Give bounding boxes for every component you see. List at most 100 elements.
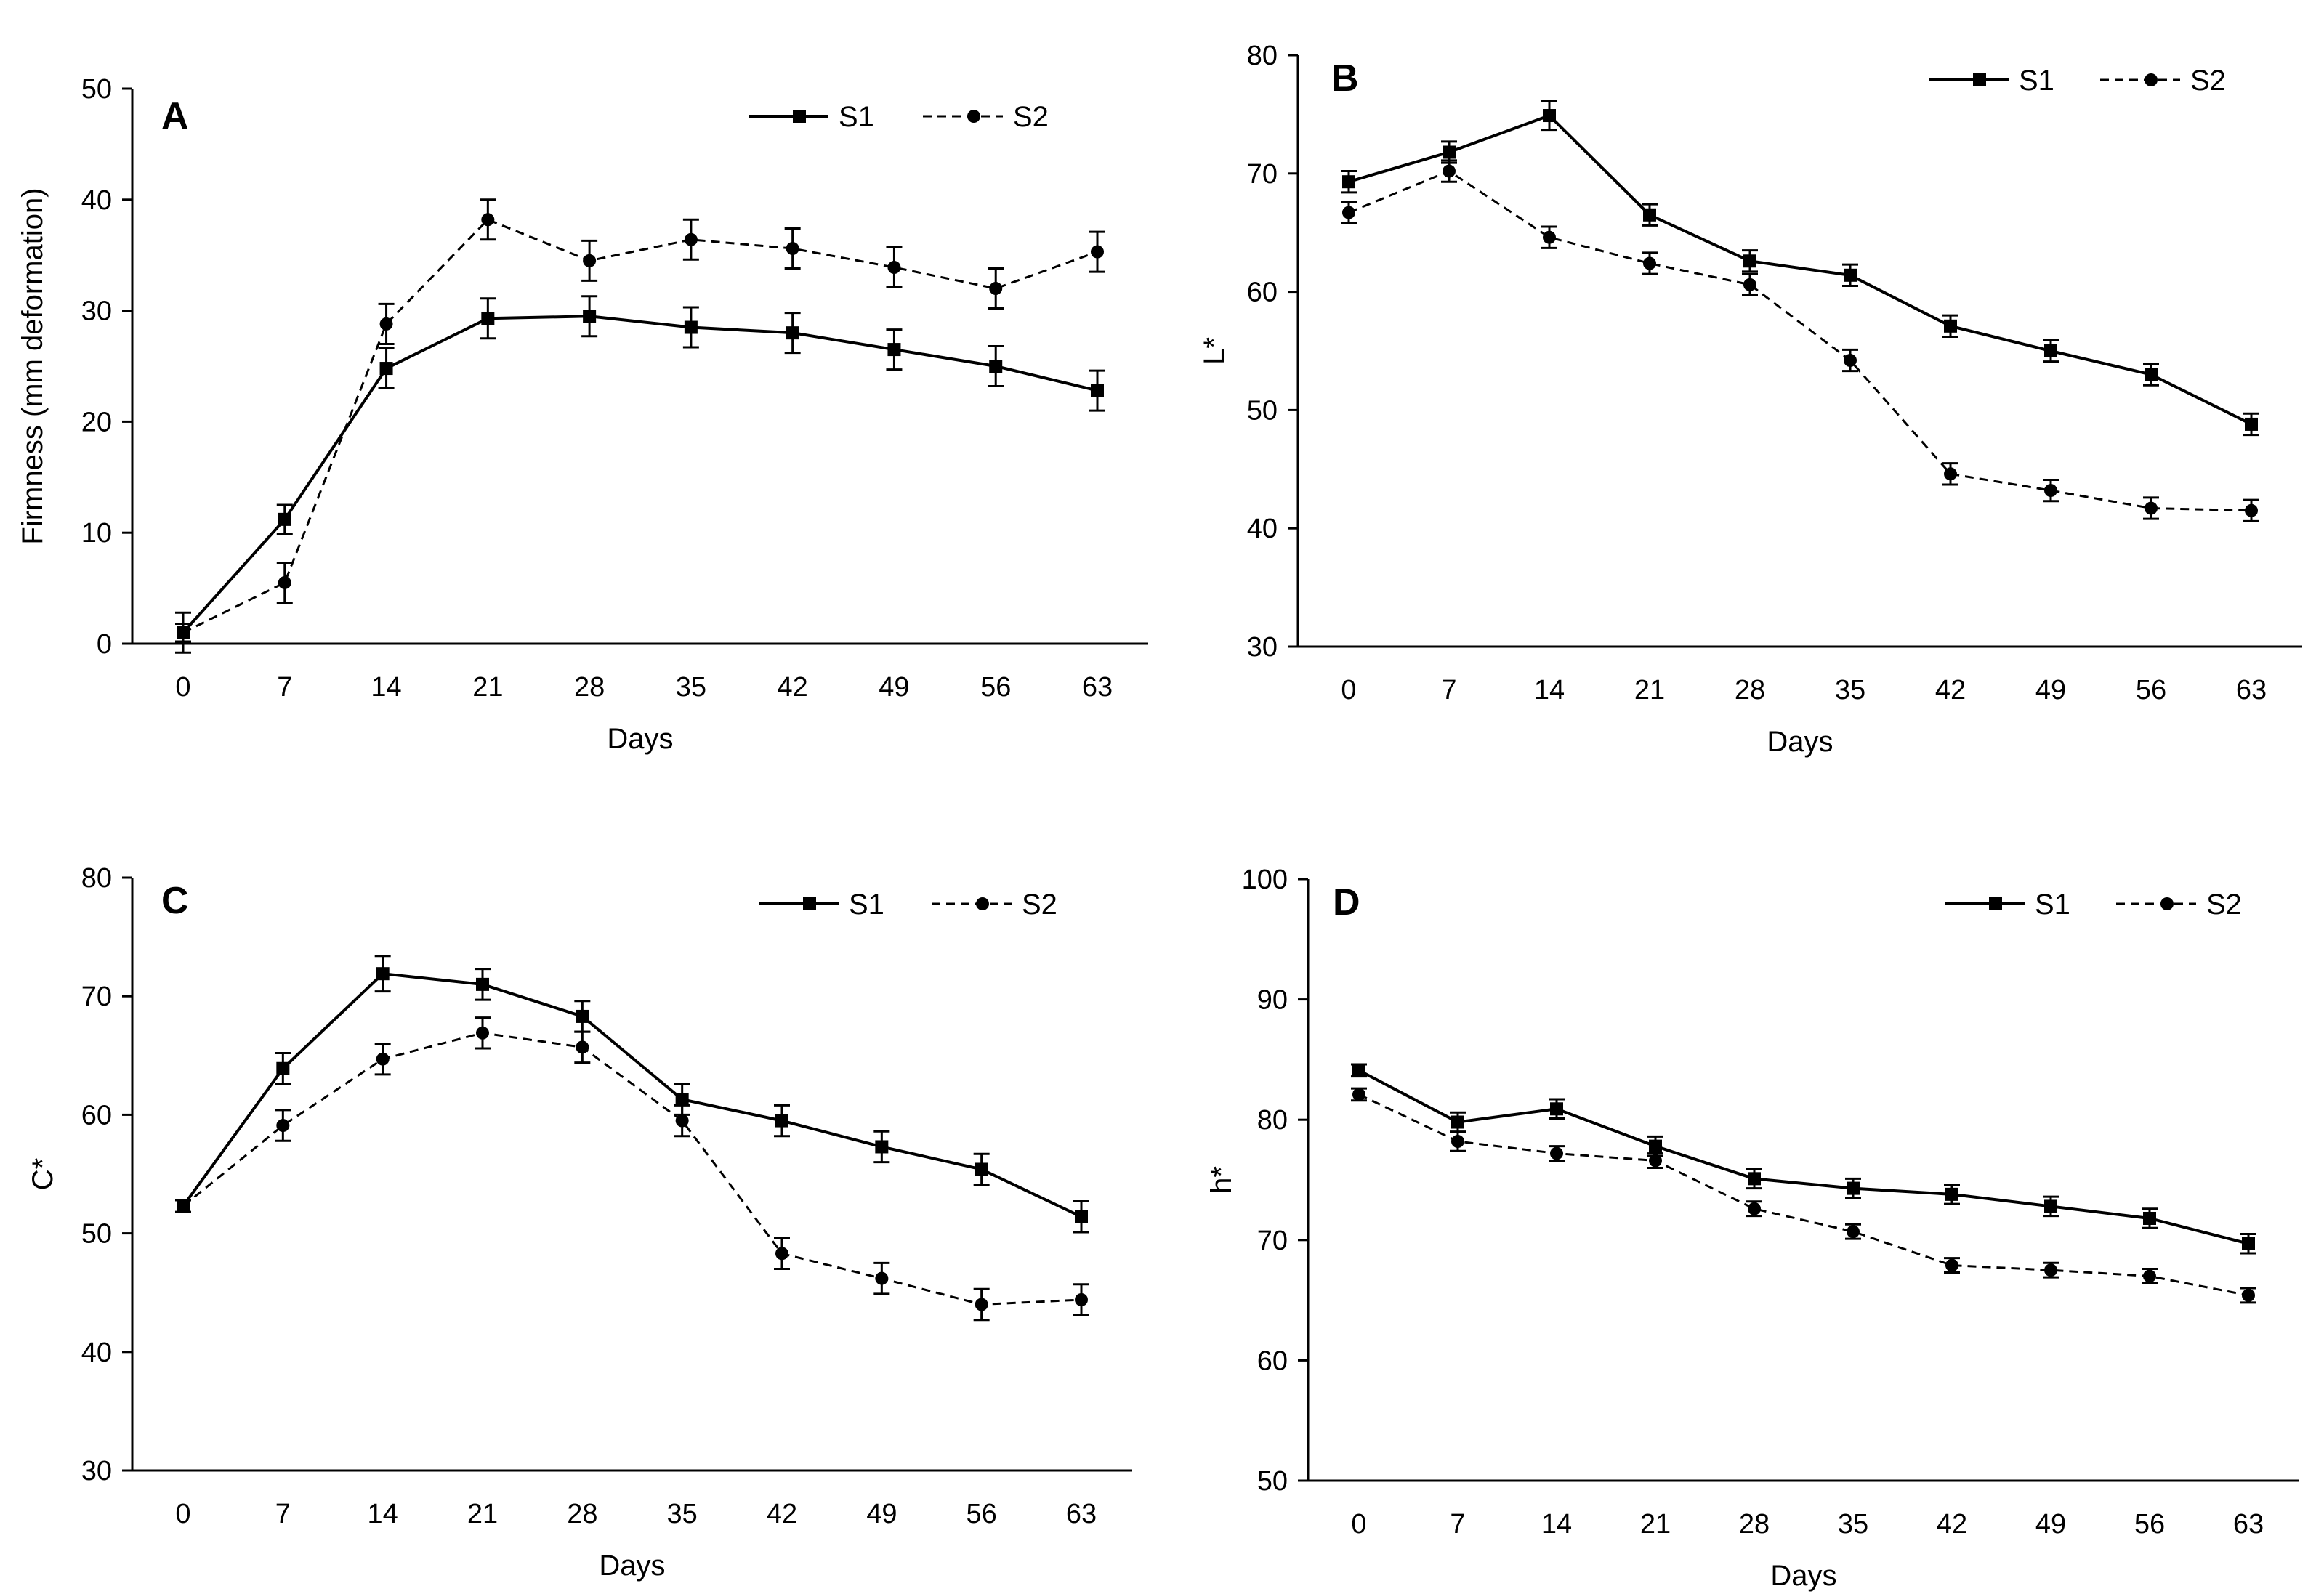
legend-marker-s2	[2160, 897, 2174, 910]
x-tick-label: 0	[1341, 675, 1356, 705]
data-point	[1847, 1225, 1860, 1239]
data-point	[1649, 1154, 1662, 1168]
x-tick-label: 49	[866, 1499, 897, 1529]
data-point	[576, 1009, 589, 1023]
data-point	[2242, 1288, 2255, 1302]
data-point	[1743, 278, 1756, 291]
data-point	[376, 1052, 390, 1066]
panel-d: 50 60 70 80 90 100 0 7 14 21 28 35 42 49 56 63 Days h* D S1…	[1206, 865, 2299, 1592]
data-point	[1443, 164, 1456, 178]
legend-marker-s2	[976, 897, 989, 910]
data-point	[887, 343, 901, 357]
y-tick-label: 80	[1257, 1105, 1288, 1136]
data-point	[1352, 1064, 1365, 1077]
data-point	[2145, 501, 2158, 515]
data-point	[1451, 1135, 1464, 1149]
y-tick-label: 80	[1247, 41, 1278, 71]
y-tick-label: 70	[1247, 159, 1278, 190]
data-point	[2044, 344, 2057, 357]
data-point	[177, 626, 190, 639]
data-point	[2242, 1237, 2255, 1250]
y-tick-label: 90	[1257, 985, 1288, 1016]
data-point	[1844, 354, 1857, 368]
legend-marker-s1	[793, 110, 806, 123]
x-axis-title: Days	[1767, 726, 1833, 758]
y-tick-label: 60	[81, 1100, 112, 1130]
panel-letter: B	[1331, 57, 1359, 100]
panel-letter: D	[1333, 881, 1360, 923]
y-axis-title: C*	[27, 1158, 59, 1190]
y-tick-label: 50	[1247, 395, 1278, 426]
data-point	[2245, 503, 2258, 517]
data-point	[684, 232, 698, 246]
series-line-s2	[1348, 169, 2252, 512]
data-point	[576, 1040, 589, 1054]
series-line-s2	[1358, 1093, 2249, 1297]
y-tick-label: 30	[81, 1456, 112, 1486]
x-tick-label: 63	[2233, 1509, 2264, 1540]
x-tick-label: 14	[1534, 675, 1565, 705]
data-point	[786, 326, 799, 340]
x-tick-label: 42	[778, 672, 808, 703]
y-axis-title: L*	[1198, 337, 1230, 365]
data-point	[975, 1298, 988, 1311]
data-point	[875, 1271, 889, 1285]
series-line-s2	[182, 1032, 1082, 1306]
legend-marker-s2	[967, 110, 980, 123]
legend-marker-s1	[1989, 897, 2002, 910]
series-line-s1	[1348, 113, 2252, 426]
x-tick-label: 63	[2236, 675, 2267, 705]
x-tick-label: 49	[2035, 675, 2066, 705]
x-tick-label: 14	[1541, 1509, 1572, 1540]
data-point	[775, 1247, 788, 1261]
legend-label-s2: S2	[2190, 65, 2226, 97]
x-tick-label: 35	[1838, 1509, 1868, 1540]
data-point	[1748, 1202, 1761, 1215]
legend-marker-s1	[1973, 73, 1986, 86]
y-tick-label: 0	[97, 629, 112, 660]
data-point	[1945, 1258, 1958, 1272]
data-point	[2044, 484, 2057, 498]
x-tick-label: 28	[567, 1499, 597, 1529]
panel-letter: C	[161, 880, 189, 922]
data-point	[1451, 1115, 1464, 1129]
data-point	[2143, 1269, 2156, 1283]
y-tick-label: 60	[1257, 1346, 1288, 1376]
series-s1	[175, 955, 1089, 1234]
data-point	[1342, 175, 1355, 189]
series-s1	[1351, 1063, 2256, 1255]
x-tick-label: 28	[1735, 675, 1765, 705]
y-tick-label: 70	[1257, 1226, 1288, 1256]
x-tick-label: 28	[574, 672, 605, 703]
series-s2	[1341, 159, 2259, 522]
series-line-s1	[182, 972, 1082, 1218]
legend-marker-s2	[2145, 73, 2158, 86]
x-tick-label: 49	[879, 672, 909, 703]
x-tick-label: 63	[1082, 672, 1113, 703]
series-s1	[1341, 100, 2259, 437]
data-point	[1643, 208, 1656, 222]
x-tick-label: 14	[371, 672, 401, 703]
x-tick-label: 0	[175, 672, 190, 703]
data-point	[1649, 1139, 1662, 1153]
legend-label-s1: S1	[839, 101, 874, 133]
legend-label-s2: S2	[1022, 889, 1057, 921]
data-point	[481, 312, 495, 325]
data-point	[989, 282, 1003, 296]
data-point	[1091, 384, 1104, 397]
y-tick-label: 80	[81, 863, 112, 894]
data-point	[1944, 467, 1957, 481]
data-point	[583, 310, 597, 323]
series-s2	[1351, 1087, 2256, 1304]
x-axis-title: Days	[599, 1550, 665, 1582]
data-point	[989, 360, 1003, 373]
data-point	[786, 242, 799, 256]
x-tick-label: 21	[467, 1499, 498, 1529]
data-point	[1091, 245, 1104, 259]
x-tick-label: 49	[2035, 1509, 2066, 1540]
x-tick-label: 42	[1937, 1509, 1967, 1540]
data-point	[1944, 319, 1957, 333]
data-point	[1075, 1210, 1088, 1223]
data-point	[476, 1026, 489, 1040]
y-tick-label: 40	[81, 1338, 112, 1368]
